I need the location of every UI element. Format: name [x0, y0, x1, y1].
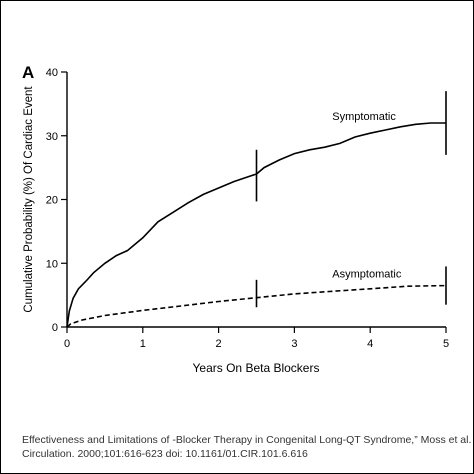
figure-caption: Effectiveness and Limitations of -Block…: [22, 433, 462, 461]
y-axis-label: Cumulative Probability (%) Of Cardiac Ev…: [23, 86, 35, 313]
x-tick-label: 3: [291, 338, 297, 350]
panel-label: A: [22, 63, 34, 82]
caption-line-2: Circulation. 2000;101:616-623 doi: 10.11…: [22, 447, 462, 461]
y-tick-label: 20: [46, 195, 58, 207]
x-tick-label: 5: [443, 338, 449, 350]
y-tick-label: 30: [46, 131, 58, 143]
x-tick-label: 2: [216, 338, 222, 350]
x-tick-label: 1: [140, 338, 146, 350]
caption-line-1: Effectiveness and Limitations of -Block…: [22, 433, 462, 447]
y-tick-label: 0: [52, 322, 58, 334]
series-annotation: Symptomatic: [332, 111, 396, 123]
series-annotation: Asymptomatic: [332, 268, 402, 280]
x-tick-label: 0: [64, 338, 70, 350]
x-axis-label: Years On Beta Blockers: [193, 361, 320, 375]
cumulative-probability-chart: A Cumulative Probability (%) Of Cardiac …: [0, 0, 474, 430]
x-tick-label: 4: [367, 338, 373, 350]
axis-ticks: 0 10 20 30 40 0 1 2 3 4 5: [46, 67, 449, 350]
y-tick-label: 10: [46, 258, 58, 270]
annotations-group: Symptomatic Asymptomatic: [332, 111, 402, 280]
y-tick-label: 40: [46, 67, 58, 79]
